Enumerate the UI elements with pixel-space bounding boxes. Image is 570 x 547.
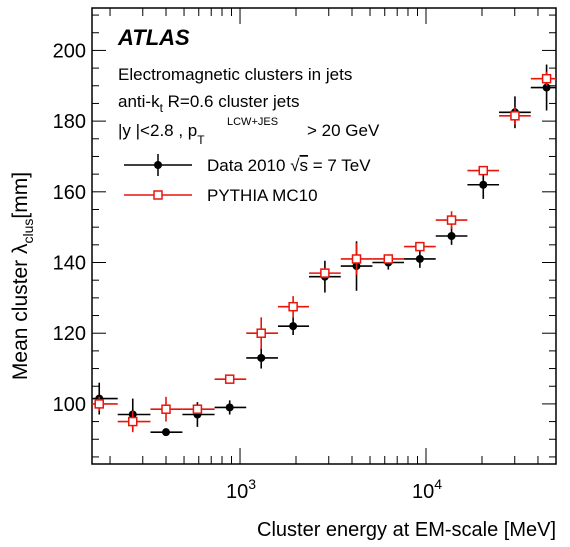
y-tick-label: 100 [53,394,86,416]
y-tick-label: 140 [53,253,86,275]
mc-point [128,416,138,427]
legend-mc-label: PYTHIA MC10 [207,186,318,205]
data-point [257,353,266,362]
annotation-line3: |y |<2.8 , pT [118,121,205,147]
series-1 [92,71,556,433]
data-point [415,254,424,263]
annotation-line3-cut: > 20 GeV [307,121,380,140]
y-axis-label: Mean cluster λclus[mm] [9,172,36,380]
y-tick-label: 200 [53,40,86,62]
mc-point [383,254,394,264]
y-ticks: 100 120 140 160 180 200 [53,14,556,458]
x-axis-label: Cluster energy at EM-scale [MeV] [257,519,556,541]
mc-point [351,254,362,264]
annotation-line1: Electromagnetic clusters in jets [118,65,352,84]
mc-point [478,165,489,176]
mc-point [94,399,104,409]
x-tick-label: 103 [226,476,256,503]
y-tick-label: 180 [53,111,86,133]
y-tick-label: 120 [53,323,86,345]
mc-point [192,404,203,414]
mc-point [415,241,425,252]
data-point [542,83,551,92]
mc-point [541,73,552,84]
annotation-line3-sup: LCW+JES [227,116,278,128]
legend-data-marker [154,161,162,169]
data-point [479,180,488,189]
plot-frame [91,7,557,465]
mc-point [288,301,298,312]
mc-point [256,328,266,338]
legend-data-label: Data 2010 √s = 7 TeV [207,156,371,175]
experiment-label: ATLAS [117,25,190,50]
mc-point [320,268,330,278]
data-series [92,64,556,437]
x-ticks: 103 104 [109,8,557,503]
mc-point [446,215,457,225]
y-tick-label: 160 [53,182,86,204]
mc-point [161,404,171,414]
mc-point [510,111,520,121]
data-point [289,322,298,331]
legend-mc-marker [153,190,163,200]
x-tick-label: 104 [412,476,442,503]
data-point [162,428,171,437]
data-point [225,403,234,412]
data-point [447,232,456,240]
mc-point [224,374,235,384]
legend: Data 2010 √s = 7 TeV PYTHIA MC10 [124,154,371,205]
annotation-line2: anti-kt R=0.6 cluster jets [118,92,299,115]
